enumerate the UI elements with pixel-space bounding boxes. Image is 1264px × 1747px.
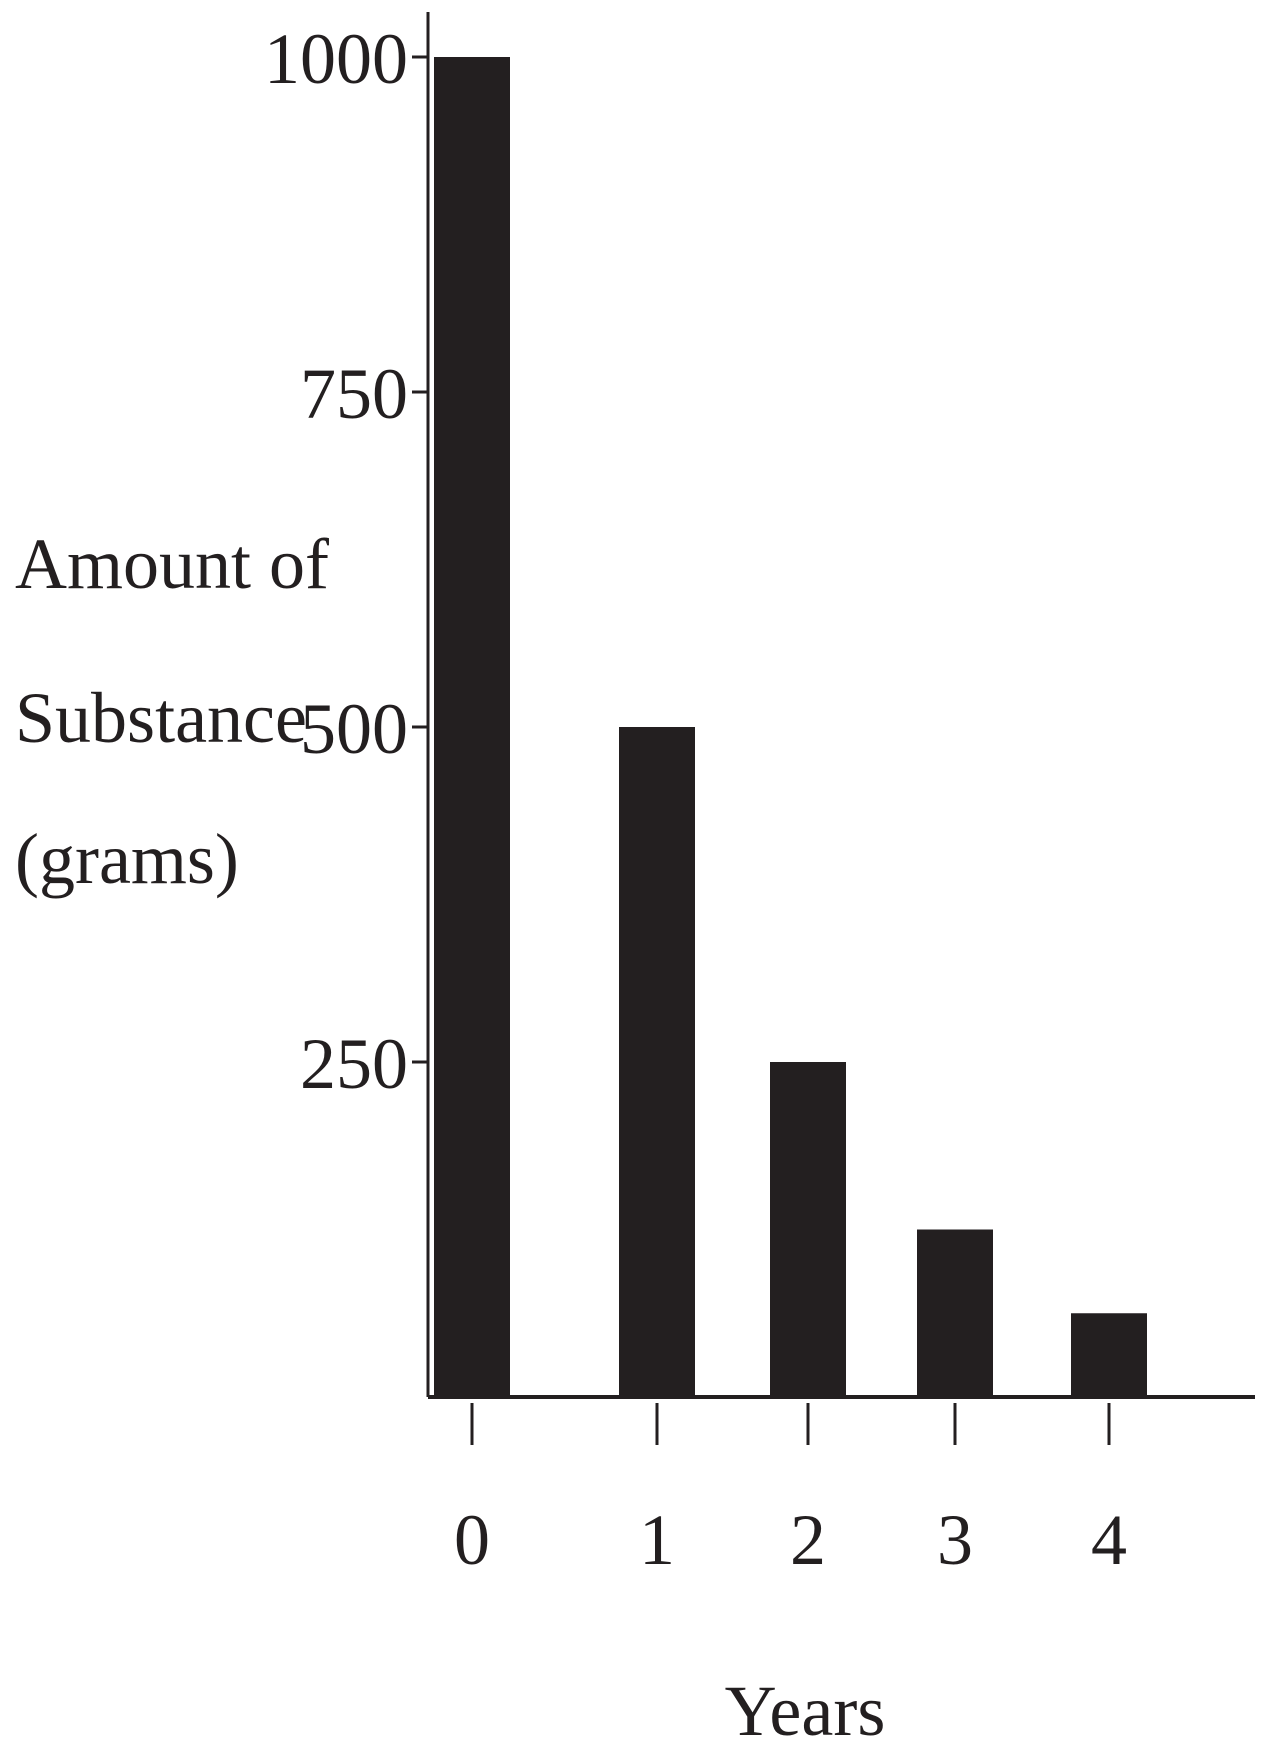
bars-group: [434, 57, 1147, 1397]
y-tick-label-1000: 1000: [264, 19, 408, 99]
y-axis-label-line-2: Substance: [15, 678, 307, 758]
y-axis: 250 500 750 1000: [264, 12, 430, 1397]
bar-1: [619, 727, 695, 1397]
bar-2: [770, 1062, 846, 1397]
x-tick-label-2: 2: [790, 1500, 826, 1580]
y-axis-label: Amount of Substance (grams): [15, 524, 329, 899]
y-axis-label-line-3: (grams): [15, 819, 239, 899]
x-tick-label-0: 0: [454, 1500, 490, 1580]
x-tick-label-3: 3: [937, 1500, 973, 1580]
bar-0: [434, 57, 510, 1397]
x-axis-label: Years: [725, 1671, 886, 1747]
y-tick-label-750: 750: [300, 354, 408, 434]
y-axis-label-line-1: Amount of: [15, 524, 329, 604]
x-tick-label-1: 1: [639, 1500, 675, 1580]
y-tick-label-250: 250: [300, 1024, 408, 1104]
bar-4: [1071, 1313, 1147, 1397]
bar-3: [917, 1229, 993, 1397]
y-tick-label-500: 500: [300, 689, 408, 769]
x-tick-label-4: 4: [1091, 1500, 1127, 1580]
x-axis: 0 1 2 3 4: [428, 1395, 1255, 1580]
